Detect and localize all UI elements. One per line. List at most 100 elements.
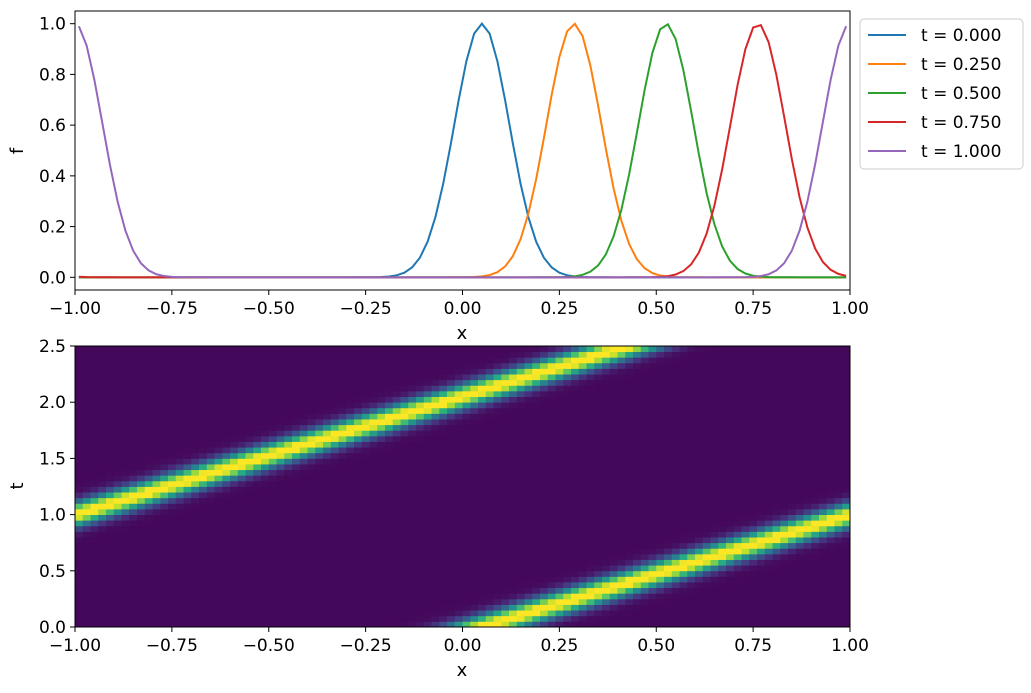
heatmap-cell	[292, 402, 300, 408]
heatmap-cell	[168, 464, 176, 470]
heatmap-cell	[432, 582, 440, 588]
heatmap-cell	[827, 442, 835, 448]
heatmap-cell	[292, 408, 300, 414]
heatmap-cell	[463, 470, 471, 476]
heatmap-cell	[83, 357, 91, 363]
heatmap-cell	[796, 442, 804, 448]
heatmap-cell	[83, 391, 91, 397]
heatmap-cell	[765, 492, 773, 498]
heatmap-cell	[447, 487, 455, 493]
heatmap-cell	[641, 571, 649, 577]
heatmap-cell	[811, 571, 819, 577]
heatmap-cell	[137, 509, 145, 515]
heatmap-cell	[486, 458, 494, 464]
heatmap-cell	[656, 571, 664, 577]
y-tick-label: 0.8	[39, 65, 66, 85]
legend-label-1: t = 0.250	[921, 55, 1001, 75]
heatmap-cell	[703, 470, 711, 476]
heatmap-cell	[207, 352, 215, 358]
heatmap-cell	[160, 385, 168, 391]
heatmap-cell	[153, 588, 161, 594]
heatmap-cell	[153, 537, 161, 543]
heatmap-cell	[292, 419, 300, 425]
heatmap-cell	[656, 425, 664, 431]
heatmap-cell	[129, 413, 137, 419]
heatmap-cell	[633, 503, 641, 509]
heatmap-cell	[649, 503, 657, 509]
heatmap-cell	[191, 380, 199, 386]
heatmap-cell	[811, 447, 819, 453]
heatmap-cell	[773, 610, 781, 616]
heatmap-cell	[253, 442, 261, 448]
heatmap-cell	[532, 481, 540, 487]
heatmap-cell	[292, 576, 300, 582]
heatmap-cell	[633, 610, 641, 616]
heatmap-cell	[145, 543, 153, 549]
heatmap-cell	[649, 425, 657, 431]
heatmap-cell	[602, 492, 610, 498]
heatmap-cell	[246, 430, 254, 436]
heatmap-cell	[594, 543, 602, 549]
heatmap-cell	[377, 419, 385, 425]
heatmap-cell	[129, 492, 137, 498]
heatmap-cell	[292, 520, 300, 526]
heatmap-cell	[664, 605, 672, 611]
heatmap-cell	[757, 531, 765, 537]
heatmap-cell	[625, 391, 633, 397]
heatmap-cell	[424, 453, 432, 459]
heatmap-cell	[656, 374, 664, 380]
heatmap-cell	[842, 565, 850, 571]
heatmap-cell	[277, 543, 285, 549]
heatmap-cell	[106, 380, 114, 386]
heatmap-cell	[416, 385, 424, 391]
heatmap-cell	[618, 464, 626, 470]
heatmap-cell	[734, 554, 742, 560]
heatmap-cell	[501, 498, 509, 504]
heatmap-cell	[633, 442, 641, 448]
heatmap-cell	[191, 458, 199, 464]
heatmap-cell	[734, 363, 742, 369]
heatmap-cell	[757, 475, 765, 481]
heatmap-cell	[695, 413, 703, 419]
heatmap-cell	[98, 453, 106, 459]
heatmap-cell	[393, 464, 401, 470]
heatmap-cell	[401, 520, 409, 526]
heatmap-cell	[114, 593, 122, 599]
heatmap-cell	[571, 593, 579, 599]
heatmap-cell	[308, 385, 316, 391]
heatmap-cell	[664, 481, 672, 487]
heatmap-cell	[579, 605, 587, 611]
heatmap-cell	[742, 436, 750, 442]
heatmap-cell	[184, 391, 192, 397]
heatmap-cell	[478, 548, 486, 554]
heatmap-cell	[773, 475, 781, 481]
heatmap-cell	[517, 458, 525, 464]
heatmap-cell	[548, 430, 556, 436]
heatmap-cell	[339, 346, 347, 352]
heatmap-cell	[718, 531, 726, 537]
heatmap-cell	[757, 408, 765, 414]
heatmap-cell	[75, 346, 83, 352]
heatmap-cell	[253, 593, 261, 599]
heatmap-cell	[579, 582, 587, 588]
heatmap-cell	[308, 599, 316, 605]
heatmap-cell	[284, 621, 292, 627]
heatmap-cell	[401, 526, 409, 532]
heatmap-cell	[540, 554, 548, 560]
heatmap-cell	[284, 475, 292, 481]
heatmap-cell	[625, 470, 633, 476]
heatmap-cell	[726, 408, 734, 414]
heatmap-cell	[370, 357, 378, 363]
heatmap-cell	[470, 531, 478, 537]
heatmap-cell	[238, 453, 246, 459]
heatmap-cell	[811, 481, 819, 487]
heatmap-cell	[749, 520, 757, 526]
heatmap-cell	[486, 425, 494, 431]
heatmap-cell	[656, 397, 664, 403]
heatmap-cell	[424, 509, 432, 515]
heatmap-cell	[501, 470, 509, 476]
heatmap-cell	[408, 391, 416, 397]
heatmap-cell	[168, 537, 176, 543]
heatmap-cell	[129, 363, 137, 369]
heatmap-cell	[842, 509, 850, 515]
